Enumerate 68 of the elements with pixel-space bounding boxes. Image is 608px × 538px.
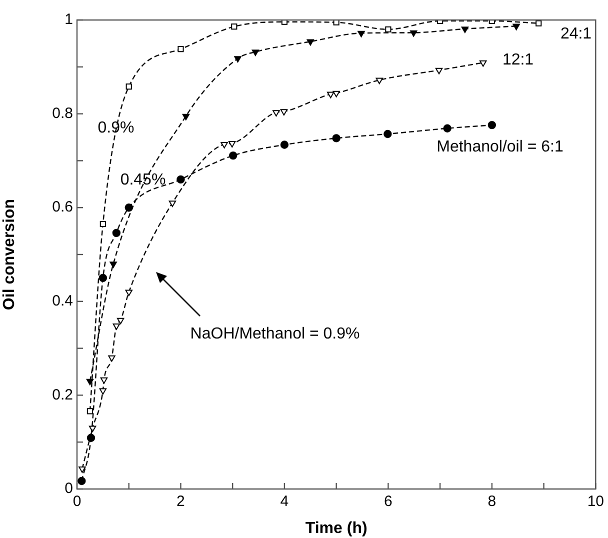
point: [410, 30, 418, 37]
annotation: Methanol/oil = 6:1: [436, 138, 564, 156]
point: [536, 20, 542, 26]
annotation: 0.9%: [98, 119, 134, 136]
point: [281, 20, 288, 25]
y-tick-label: 0: [64, 480, 73, 498]
point: [168, 200, 176, 208]
point: [376, 78, 383, 84]
point: [86, 408, 94, 414]
annotation: 24:1: [560, 25, 592, 42]
point: [108, 355, 116, 362]
point: [116, 318, 124, 324]
annotation: NaOH/Methanol = 0.9%: [190, 325, 360, 342]
point: [443, 124, 452, 132]
point: [234, 56, 242, 63]
point: [231, 24, 238, 30]
point: [252, 50, 260, 56]
point: [384, 130, 392, 138]
annotation: 12:1: [502, 51, 534, 68]
point: [332, 90, 340, 98]
y-tick-label: 0.6: [52, 198, 73, 216]
point: [125, 290, 132, 296]
point: [306, 39, 314, 46]
point: [358, 30, 365, 38]
annotation: 0.45%: [120, 171, 166, 188]
x-tick-label: 4: [280, 493, 289, 510]
point: [332, 134, 340, 142]
x-tick-label: 8: [488, 493, 496, 510]
point: [385, 26, 392, 32]
point: [110, 262, 117, 268]
point: [78, 476, 86, 486]
point: [182, 114, 190, 120]
y-tick-label: 0.8: [52, 104, 73, 122]
point: [100, 377, 108, 384]
y-axis-title: Oil conversion: [1, 198, 18, 310]
point: [272, 110, 280, 116]
point: [280, 109, 288, 116]
x-axis-title: Time (h): [305, 520, 368, 537]
point: [461, 26, 469, 34]
point: [78, 466, 86, 473]
x-tick-label: 2: [176, 493, 185, 510]
y-tick-label: 0.2: [52, 386, 73, 404]
point: [333, 20, 340, 26]
point: [86, 434, 96, 442]
point: [88, 426, 96, 432]
y-tick-label: 1: [64, 11, 73, 28]
point: [488, 120, 496, 130]
point: [98, 274, 108, 282]
point: [178, 46, 184, 52]
x-tick-label: 10: [587, 493, 604, 510]
point: [100, 220, 106, 228]
point: [229, 151, 238, 160]
point: [126, 84, 132, 90]
y-tick-label: 0.4: [52, 292, 73, 310]
point: [220, 142, 228, 148]
point: [479, 60, 487, 67]
point: [512, 24, 520, 30]
point: [280, 140, 289, 149]
point: [124, 204, 133, 212]
point: [228, 141, 236, 148]
point: [327, 92, 334, 98]
point: [176, 175, 185, 184]
point: [112, 228, 121, 238]
point: [435, 68, 443, 74]
point: [112, 323, 120, 330]
point: [86, 378, 94, 386]
point: [99, 388, 107, 395]
x-tick-label: 6: [384, 493, 392, 510]
